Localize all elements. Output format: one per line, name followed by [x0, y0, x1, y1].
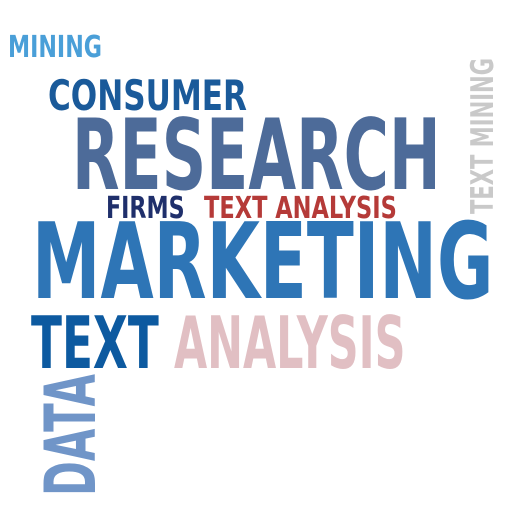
word-data: DATA	[30, 373, 112, 496]
word-text-mining: TEXT MINING	[465, 57, 501, 215]
word-consumer: CONSUMER	[48, 71, 247, 120]
word-marketing: MARKETING	[32, 201, 494, 323]
word-analysis: ANALYSIS	[174, 301, 406, 385]
word-firms: FIRMS	[106, 191, 185, 226]
word-text-analysis: TEXT ANALYSIS	[204, 191, 397, 226]
word-mining: MINING	[8, 30, 103, 65]
word-text: TEXT	[31, 301, 159, 385]
word-research: RESEARCH	[72, 99, 441, 213]
